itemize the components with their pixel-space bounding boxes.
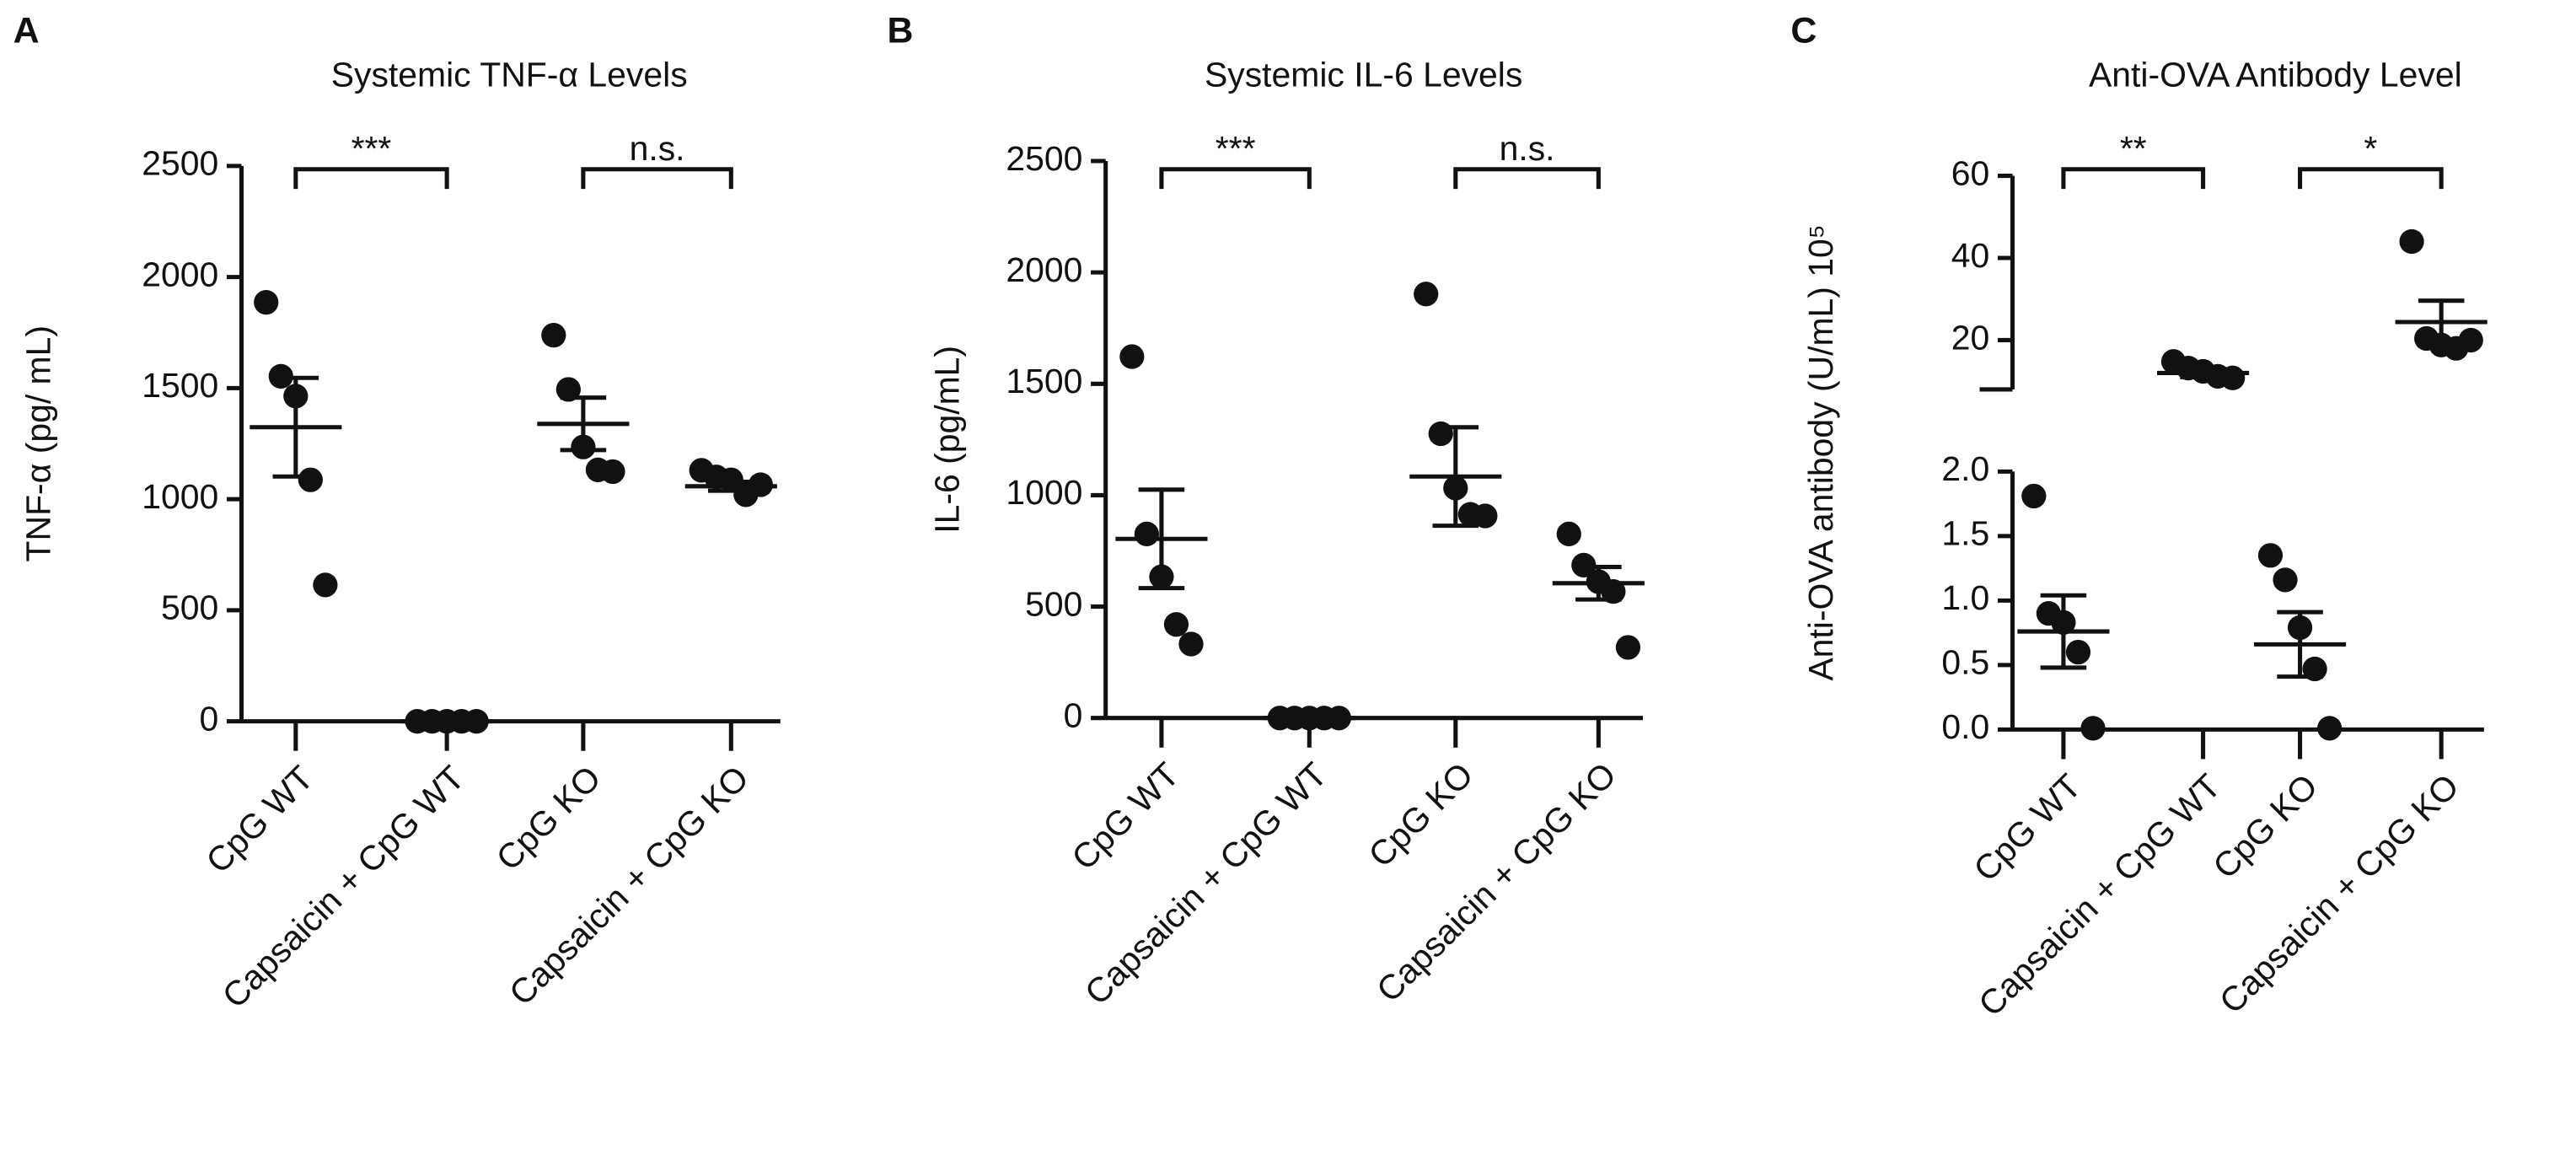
sem-bar bbox=[1575, 564, 1622, 602]
y-tick-label: 0.5 bbox=[1941, 643, 1989, 682]
significance-label: n.s. bbox=[630, 129, 685, 168]
data-point bbox=[1556, 521, 1581, 547]
x-tick-label: Capsaicin + CpG KO bbox=[502, 758, 756, 1012]
x-tick-label: CpG WT bbox=[198, 758, 320, 880]
significance-bracket bbox=[293, 167, 449, 190]
x-tick-label: Capsaicin + CpG KO bbox=[2212, 766, 2466, 1021]
significance-bracket bbox=[1159, 167, 1312, 190]
data-point bbox=[313, 572, 338, 598]
sem-bar bbox=[2180, 367, 2226, 379]
y-tick-label: 2.0 bbox=[1941, 449, 1989, 488]
data-point bbox=[2257, 543, 2284, 568]
y-tick-label: 1.0 bbox=[1941, 578, 1989, 617]
y-tick-label: 1000 bbox=[142, 477, 218, 516]
significance-bracket bbox=[2061, 167, 2206, 190]
significance-label: *** bbox=[1216, 129, 1256, 168]
data-point bbox=[2458, 327, 2483, 353]
data-point bbox=[1134, 521, 1160, 547]
x-tick-label: CpG WT bbox=[1967, 766, 2089, 889]
x-tick-label: CpG KO bbox=[489, 758, 609, 878]
y-tick-label: 1500 bbox=[142, 366, 218, 405]
data-point bbox=[1428, 421, 1453, 447]
x-tick-label: CpG KO bbox=[1361, 755, 1481, 875]
panel-label: B bbox=[887, 10, 913, 51]
significance-bracket bbox=[581, 167, 733, 190]
y-tick-label: 60 bbox=[1951, 153, 1990, 192]
y-tick-label: 1.5 bbox=[1941, 514, 1989, 553]
y-axis-label: Anti-OVA antibody (U/mL) 10⁵ bbox=[1801, 224, 1840, 680]
data-point bbox=[541, 323, 566, 348]
data-point bbox=[1615, 635, 1641, 660]
sem-bar bbox=[2277, 610, 2323, 679]
chart-title: Systemic IL-6 Levels bbox=[1205, 55, 1522, 94]
chart-title: Anti-OVA Antibody Level bbox=[2089, 55, 2462, 94]
data-point bbox=[2021, 483, 2047, 509]
data-point bbox=[1119, 344, 1145, 369]
y-tick-label: 0.0 bbox=[1941, 707, 1989, 746]
y-tick-label: 2500 bbox=[1006, 139, 1082, 178]
y-tick-label: 20 bbox=[1951, 318, 1990, 357]
x-tick-label: Capsaicin + CpG KO bbox=[1369, 755, 1623, 1010]
sem-bar bbox=[2040, 593, 2087, 670]
x-tick-label: CpG WT bbox=[1065, 755, 1187, 878]
x-tick-label: Capsaicin + CpG WT bbox=[1971, 766, 2228, 1023]
sem-bar bbox=[560, 395, 607, 453]
y-axis-label: IL-6 (pg/mL) bbox=[927, 346, 966, 534]
significance-bracket bbox=[2298, 167, 2444, 190]
significance-label: * bbox=[2364, 129, 2377, 168]
significance-bracket bbox=[1453, 167, 1601, 190]
data-point bbox=[254, 290, 279, 315]
y-tick-label: 2000 bbox=[1006, 250, 1082, 289]
sem-bar bbox=[708, 480, 754, 493]
significance-label: ** bbox=[2120, 129, 2147, 168]
y-tick-label: 0 bbox=[1064, 696, 1083, 735]
data-point bbox=[1178, 631, 1204, 657]
y-tick-label: 2500 bbox=[142, 144, 218, 183]
data-point bbox=[1163, 612, 1189, 637]
y-tick-label: 2000 bbox=[142, 255, 218, 293]
y-tick-label: 500 bbox=[1025, 584, 1082, 623]
y-tick-label: 0 bbox=[199, 699, 218, 738]
data-point bbox=[2317, 716, 2343, 741]
sem-bar bbox=[272, 375, 319, 479]
sem-bar bbox=[2418, 298, 2465, 346]
y-tick-label: 40 bbox=[1951, 236, 1990, 275]
data-point bbox=[2065, 639, 2091, 665]
data-point bbox=[1473, 503, 1498, 529]
y-axis-label: TNF-α (pg/ mL) bbox=[19, 325, 58, 561]
x-tick-label: CpG KO bbox=[2205, 766, 2325, 886]
panel-label: C bbox=[1790, 10, 1817, 51]
significance-label: n.s. bbox=[1500, 129, 1555, 168]
sem-bar bbox=[1432, 425, 1479, 529]
data-point bbox=[2080, 716, 2106, 741]
y-tick-label: 500 bbox=[161, 588, 218, 627]
significance-label: *** bbox=[352, 129, 392, 168]
data-point bbox=[298, 467, 323, 492]
data-point bbox=[1414, 282, 1439, 307]
panel-label: A bbox=[13, 10, 40, 51]
data-point bbox=[2399, 228, 2424, 255]
y-tick-label: 1500 bbox=[1006, 362, 1082, 400]
chart-title: Systemic TNF-α Levels bbox=[331, 55, 688, 94]
data-point bbox=[2273, 567, 2298, 593]
sem-bar bbox=[1138, 487, 1185, 591]
y-tick-label: 1000 bbox=[1006, 473, 1082, 512]
data-point bbox=[600, 459, 625, 485]
x-tick-label: Capsaicin + CpG WT bbox=[1077, 755, 1334, 1012]
